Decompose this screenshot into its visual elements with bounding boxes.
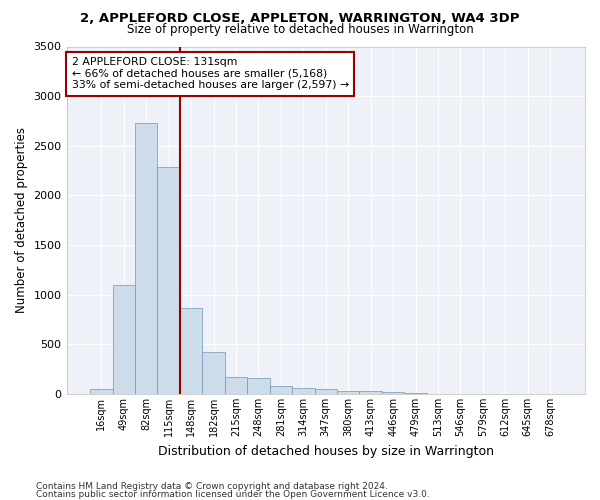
Bar [292,388,314,394]
Text: 2 APPLEFORD CLOSE: 131sqm
← 66% of detached houses are smaller (5,168)
33% of se: 2 APPLEFORD CLOSE: 131sqm ← 66% of detac… [72,57,349,90]
Y-axis label: Number of detached properties: Number of detached properties [15,128,28,314]
Bar [180,308,202,394]
Bar [90,389,113,394]
Bar [404,393,427,394]
Bar [247,378,269,394]
Text: Contains public sector information licensed under the Open Government Licence v3: Contains public sector information licen… [36,490,430,499]
Bar [135,123,157,394]
Text: Contains HM Land Registry data © Crown copyright and database right 2024.: Contains HM Land Registry data © Crown c… [36,482,388,491]
Text: 2, APPLEFORD CLOSE, APPLETON, WARRINGTON, WA4 3DP: 2, APPLEFORD CLOSE, APPLETON, WARRINGTON… [80,12,520,26]
Bar [202,352,225,394]
Bar [314,389,337,394]
Bar [269,386,292,394]
Text: Size of property relative to detached houses in Warrington: Size of property relative to detached ho… [127,22,473,36]
Bar [337,390,359,394]
Bar [113,285,135,394]
X-axis label: Distribution of detached houses by size in Warrington: Distribution of detached houses by size … [158,444,494,458]
Bar [382,392,404,394]
Bar [157,166,180,394]
Bar [225,377,247,394]
Bar [359,391,382,394]
